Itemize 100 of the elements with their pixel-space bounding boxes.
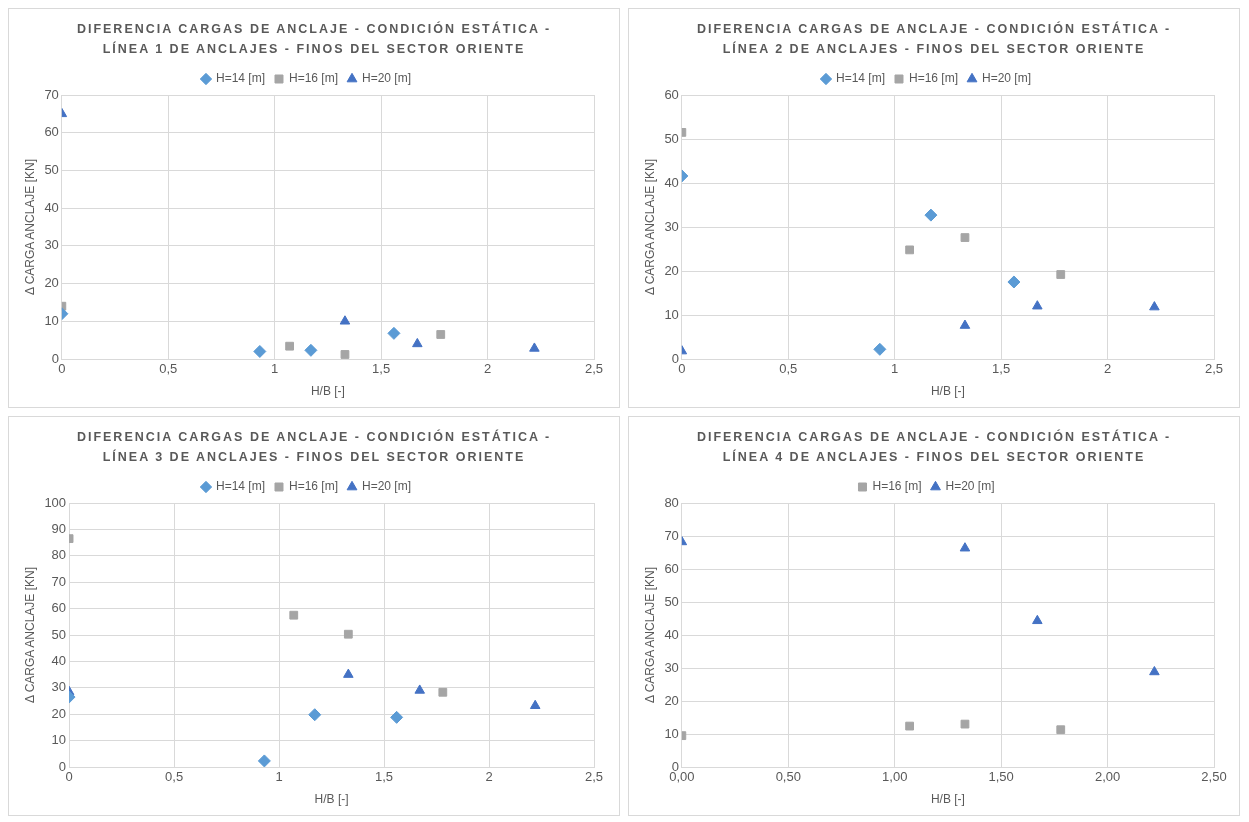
point: [1149, 301, 1160, 311]
point: [436, 330, 446, 339]
y-tick-label: 50: [51, 626, 67, 642]
x-tick-label: 1,50: [988, 769, 1014, 785]
x-axis-title: H/B [-]: [930, 792, 965, 807]
point: [412, 337, 423, 348]
x-tick-label: 1: [271, 361, 279, 377]
y-tick-label: 80: [664, 494, 679, 510]
x-tick-label: 1,00: [882, 769, 908, 785]
x-tick-label: 1,5: [375, 769, 394, 785]
y-tick-label: 20: [664, 692, 679, 708]
point: [438, 687, 448, 697]
y-tick-label: 40: [664, 174, 679, 190]
x-tick-label: 0,5: [165, 769, 184, 785]
y-tick-label: 10: [51, 732, 67, 748]
y-tick-label: 80: [51, 547, 67, 563]
point: [390, 710, 404, 724]
x-axis-title: H/B [-]: [314, 792, 349, 807]
point: [308, 708, 322, 722]
x-tick-label: 1,5: [992, 361, 1011, 377]
point: [339, 315, 351, 325]
chart-title: DIFERENCIA CARGAS DE ANCLAJE - CONDICIÓN ESTÁTICA - LÍNEA 3 DE ANCLAJES - FINOS DEL SECTOR ORIENTE: [75, 428, 553, 466]
point: [1056, 270, 1066, 279]
point: [1032, 300, 1043, 310]
x-tick-label: 1: [275, 769, 283, 785]
y-tick-label: 60: [664, 560, 679, 576]
y-tick-label: 0: [51, 350, 59, 366]
y-tick-label: 0: [671, 350, 679, 366]
point: [1007, 275, 1021, 289]
y-tick-label: 30: [664, 218, 679, 234]
y-tick-label: 60: [664, 86, 679, 102]
point: [387, 326, 401, 340]
y-tick-label: 20: [664, 262, 679, 278]
chart-title: DIFERENCIA CARGAS DE ANCLAJE - CONDICIÓN ESTÁTICA - LÍNEA 1 DE ANCLAJES - FINOS DEL SECTOR ORIENTE: [75, 20, 553, 58]
y-tick-label: 50: [664, 130, 679, 146]
x-tick-label: 2: [485, 769, 493, 785]
point: [343, 668, 354, 678]
x-tick-label: 2,5: [584, 769, 604, 785]
x-axis-title: H/B [-]: [930, 384, 965, 399]
y-tick-label: 50: [664, 593, 679, 609]
x-axis-title: H/B [-]: [310, 384, 345, 399]
y-axis-title: Δ CARGA ANCLAJE [KN]: [642, 566, 657, 704]
y-tick-label: 30: [664, 659, 679, 675]
y-tick-label: 30: [44, 237, 59, 253]
y-tick-label: 70: [44, 86, 59, 102]
x-tick-label: 2: [483, 361, 492, 377]
y-tick-label: 10: [44, 312, 59, 328]
y-tick-label: 20: [44, 275, 59, 291]
point: [253, 344, 267, 358]
legend-label: H=16 [m]: [872, 479, 922, 494]
x-tick-label: 0,5: [159, 361, 178, 377]
x-tick-label: 2: [1103, 361, 1112, 377]
legend-label: H=20 [m]: [362, 479, 412, 494]
legend-label: H=14 [m]: [215, 479, 265, 494]
point: [304, 343, 318, 357]
y-tick-label: 70: [51, 573, 67, 589]
x-tick-label: 1: [891, 361, 899, 377]
point: [285, 341, 295, 351]
legend-label: H=16 [m]: [288, 71, 339, 86]
y-axis-title: Δ CARGA ANCLAJE [KN]: [22, 566, 37, 704]
point: [343, 629, 353, 639]
x-tick-label: 1,5: [372, 361, 391, 377]
x-tick-label: 0,5: [779, 361, 798, 377]
legend-label: H=20 [m]: [945, 479, 995, 494]
point: [873, 342, 887, 356]
y-tick-label: 30: [51, 679, 67, 695]
y-tick-label: 0: [58, 758, 67, 774]
y-tick-label: 90: [51, 520, 67, 536]
legend-label: H=14 [m]: [215, 71, 265, 86]
legend-label: H=20 [m]: [362, 71, 412, 86]
y-tick-label: 20: [51, 705, 67, 721]
point: [905, 721, 915, 731]
chart-title: DIFERENCIA CARGAS DE ANCLAJE - CONDICIÓN ESTÁTICA - LÍNEA 2 DE ANCLAJES - FINOS DEL SECTOR ORIENTE: [695, 20, 1173, 58]
point: [257, 754, 271, 767]
point: [289, 610, 299, 620]
x-tick-label: 2,5: [584, 361, 604, 377]
y-tick-label: 60: [51, 600, 67, 616]
y-tick-label: 40: [664, 626, 679, 642]
legend-label: H=16 [m]: [908, 71, 959, 86]
point: [960, 719, 970, 729]
y-tick-label: 40: [51, 652, 67, 668]
y-tick-label: 50: [44, 162, 59, 178]
legend-label: H=20 [m]: [982, 71, 1032, 86]
y-tick-label: 40: [44, 199, 59, 215]
x-tick-label: 2,50: [1201, 769, 1227, 785]
chart-title: DIFERENCIA CARGAS DE ANCLAJE - CONDICIÓN ESTÁTICA - LÍNEA 4 DE ANCLAJES - FINOS DEL SECTOR ORIENTE: [695, 428, 1173, 466]
point: [1032, 614, 1043, 625]
legend-label: H=16 [m]: [288, 479, 339, 494]
point: [905, 245, 915, 255]
point: [924, 208, 938, 222]
point: [959, 319, 971, 329]
y-tick-label: 70: [664, 527, 679, 543]
point: [529, 342, 540, 352]
x-tick-label: 0,50: [775, 769, 801, 785]
legend-label: H=14 [m]: [835, 71, 885, 86]
y-tick-label: 10: [664, 306, 679, 322]
x-tick-label: 2,5: [1204, 361, 1224, 377]
point: [960, 233, 970, 242]
y-axis-title: Δ CARGA ANCLAJE [KN]: [22, 158, 37, 296]
y-axis-title: Δ CARGA ANCLAJE [KN]: [642, 158, 657, 296]
